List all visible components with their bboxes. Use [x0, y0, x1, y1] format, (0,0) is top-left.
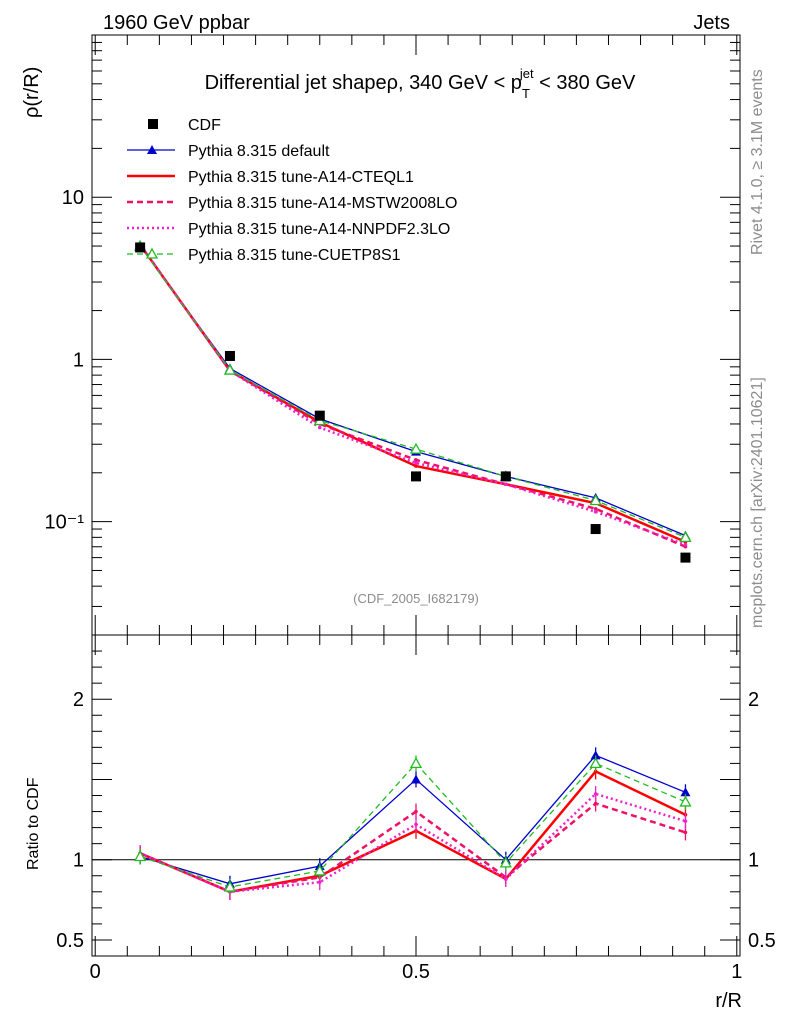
ratio-series-cuetp8s1-point [589, 757, 602, 769]
title-sup: jet [519, 66, 534, 81]
ratio-series-nnpdf-point [317, 880, 322, 884]
cdf-data-point [411, 471, 421, 482]
ratio-series-mstw-point [683, 830, 688, 835]
ratio-ytick-label-left: 1 [73, 850, 84, 872]
title-prefix: Differential jet shapeρ, 340 GeV < p [205, 72, 522, 94]
ratio-xtick-label: 0.5 [402, 961, 430, 983]
ratio-series-cuetp8s1-point [134, 850, 147, 862]
main-series-layer [134, 239, 692, 563]
ratio-series-mstw-point [593, 801, 598, 806]
ratio-series-cteql1-line [139, 769, 687, 894]
legend-marker-cdf [148, 119, 158, 129]
main-axes: 10 1 10⁻¹ [45, 35, 740, 636]
main-ytick-label: 10 [62, 187, 84, 209]
header-left: 1960 GeV ppbar [103, 12, 250, 34]
main-series-mstw-point [593, 506, 598, 511]
cdf-data-point [135, 242, 146, 253]
chart-title: Differential jet shapeρ, 340 GeV < pTjet… [205, 66, 636, 101]
main-series-cuetp8s1-point [409, 442, 423, 454]
ratio-series-default-point [590, 750, 601, 760]
ratio-series-nnpdf-point [504, 877, 508, 881]
main-series-cuetp8s1-point [223, 363, 237, 375]
cdf-data-point [680, 552, 691, 563]
main-series-nnpdf-point [683, 542, 688, 547]
ratio-ylabel: Ratio to CDF [25, 777, 42, 870]
main-series-nnpdf-line [139, 243, 686, 546]
ratio-series-cuetp8s1-point [409, 757, 423, 769]
ratio-series-cteql1-point [593, 769, 598, 774]
legend-label-cdf: CDF [188, 117, 221, 134]
main-series-nnpdf-point [504, 482, 508, 487]
legend-label-mstw: Pythia 8.315 tune-A14-MSTW2008LO [188, 195, 457, 212]
cdf-data-point [314, 410, 325, 421]
main-series-cteql1-point [414, 464, 418, 468]
ratio-series-cuetp8s1-point [499, 856, 512, 868]
main-series-nnpdf-point [593, 509, 598, 514]
ratio-series-nnpdf-point [683, 819, 688, 823]
legend-label-cuetp8s1: Pythia 8.315 tune-CUETP8S1 [188, 247, 401, 264]
main-series-cuetp8s1-point [679, 531, 692, 542]
main-series-mstw-point [414, 458, 418, 462]
ratio-series-nnpdf-point [593, 792, 598, 796]
ratio-axes: 2 2 1 1 0.5 0.5 0 0.5 1 [56, 634, 776, 983]
main-series-cuetp8s1-line [139, 245, 686, 538]
cdf-data-point [224, 350, 235, 361]
ratio-series-cuetp8s1-point [223, 880, 237, 892]
ratio-ytick-label-left: 2 [73, 689, 84, 711]
cdf-data-point [590, 524, 601, 535]
ratio-xlabel: r/R [715, 990, 742, 1012]
main-series-default-line [139, 245, 686, 537]
ratio-ytick-label-right: 0.5 [748, 930, 776, 952]
title-sub: T [522, 86, 530, 101]
ratio-ytick-label-right: 2 [748, 689, 759, 711]
analysis-watermark: (CDF_2005_I682179) [353, 591, 479, 606]
header-right: Jets [693, 12, 730, 34]
ratio-series-mstw-point [414, 809, 418, 814]
main-ylabel: ρ(r/R) [21, 67, 43, 118]
ratio-series-layer [134, 747, 692, 900]
main-ytick-label: 1 [73, 349, 84, 371]
mcplots-label: mcplots.cern.ch [arXiv:2401.10621] [749, 377, 766, 628]
ratio-ytick-label-left: 0.5 [56, 930, 84, 952]
legend-marker-default [147, 145, 157, 154]
main-series-nnpdf-point [317, 425, 322, 430]
legend-label-cteql1: Pythia 8.315 tune-A14-CTEQL1 [188, 169, 414, 186]
cdf-data-point [500, 471, 511, 482]
ratio-series-nnpdf-line [139, 792, 686, 894]
ratio-series-cuetp8s1-point [313, 864, 326, 876]
rivet-label: Rivet 4.1.0, ≥ 3.1M events [749, 69, 766, 255]
main-ytick-label: 10⁻¹ [45, 512, 85, 534]
legend-label-nnpdf: Pythia 8.315 tune-A14-NNPDF2.3LO [188, 221, 450, 238]
ratio-ytick-label-right: 1 [748, 850, 759, 872]
ratio-series-default-point [411, 774, 421, 784]
ratio-xtick-label: 0 [90, 961, 101, 983]
main-series-cteql1-line [139, 243, 686, 544]
legend: CDF Pythia 8.315 default Pythia 8.315 tu… [127, 117, 457, 264]
title-suffix: < 380 GeV [534, 72, 636, 94]
legend-label-default: Pythia 8.315 default [188, 143, 330, 160]
ratio-series-default-point [680, 787, 691, 797]
main-series-cuetp8s1-point [589, 494, 602, 506]
legend-marker-cuetp8s1 [145, 247, 159, 259]
ratio-series-cuetp8s1-point [679, 795, 692, 807]
ratio-series-nnpdf-point [414, 822, 418, 827]
main-series-nnpdf-point [414, 461, 418, 465]
ratio-series-mstw-line [139, 802, 686, 894]
ratio-xtick-label: 1 [731, 961, 742, 983]
